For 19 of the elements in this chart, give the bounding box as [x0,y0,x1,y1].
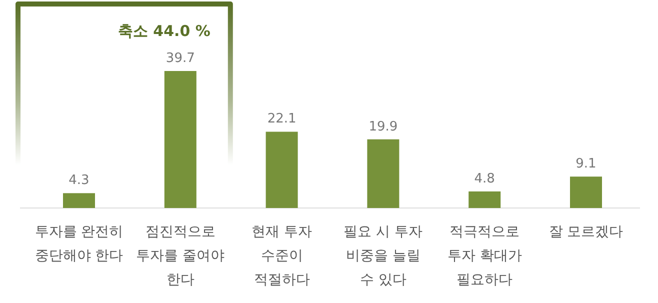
bar [468,191,501,208]
data-label: 4.8 [474,171,495,186]
bar [63,193,95,208]
x-tick-label: 투자를 완전히 중단해야 한다 [34,224,124,264]
x-tick-label: 점진적으로 투자를 줄여야 한다 [136,224,225,288]
data-label: 19.9 [368,119,398,134]
data-label: 39.7 [166,51,195,66]
bar [164,71,196,208]
bar [367,139,400,208]
x-tick-label: 현재 투자 수준이 적절하다 [252,224,312,288]
x-tick-label: 잘 모르겠다 [548,224,624,240]
data-label: 4.3 [68,173,90,188]
x-tick-label: 필요 시 투자 비중을 늘릴 수 있다 [344,224,423,288]
bar [266,132,298,208]
data-label: 9.1 [576,156,596,172]
text: 축소 44.0 % [118,22,210,40]
data-label: 22.1 [267,112,296,127]
x-tick-label: 적극적으로 투자 확대가 필요하다 [447,224,522,288]
bar [570,176,602,208]
